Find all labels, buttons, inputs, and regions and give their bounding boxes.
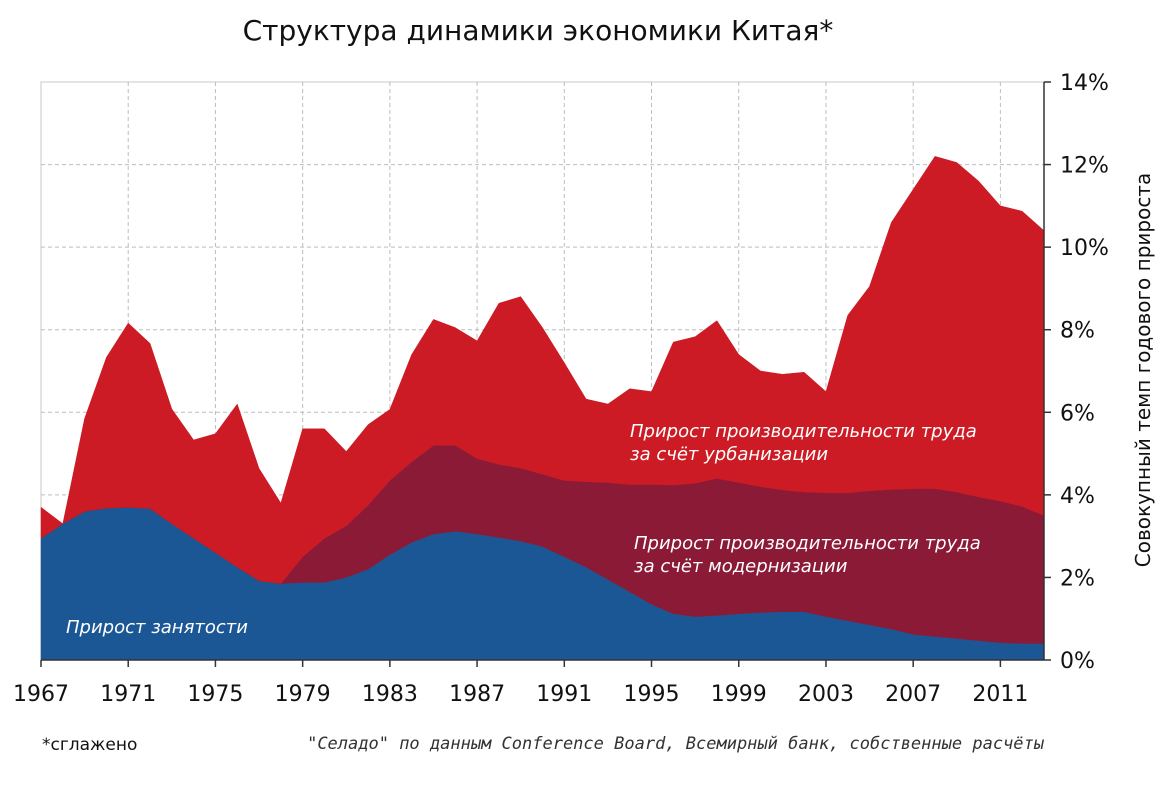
y-tick-label: 8%	[1060, 319, 1095, 344]
annotation-line: Прирост производительности труда	[634, 533, 981, 554]
x-tick-label: 1967	[13, 682, 69, 707]
annotation-line: Прирост занятости	[66, 617, 248, 638]
area-series	[40, 156, 1045, 661]
footnote: *сглажено	[42, 735, 137, 755]
y-tick-label: 10%	[1060, 236, 1109, 261]
annotation-series-2: Прирост производительности труда за счёт …	[634, 533, 981, 577]
annotation-line: Прирост производительности труда	[630, 421, 977, 442]
axes: 1967 1971 1975 1979 1983 1987 1991 1995 1999 2003…	[13, 71, 1109, 707]
annotation-line: за счёт урбанизации	[630, 444, 828, 465]
annotation-series-3: Прирост производительности труда за счёт …	[630, 421, 977, 465]
x-tick-label: 1987	[449, 682, 505, 707]
y-axis-label: Совокупный темп годового прироста	[1131, 173, 1155, 567]
chart-title: Структура динамики экономики Китая*	[243, 14, 834, 47]
y-tick-label: 12%	[1060, 154, 1109, 179]
y-tick-label: 2%	[1060, 566, 1095, 591]
annotation-line: за счёт модернизации	[634, 556, 848, 577]
x-tick-label: 1975	[187, 682, 243, 707]
annotation-series-1: Прирост занятости	[66, 617, 248, 638]
x-tick-label: 1991	[536, 682, 592, 707]
x-tick-label: 1971	[100, 682, 156, 707]
y-tick-label: 0%	[1060, 649, 1095, 674]
y-tick-label: 14%	[1060, 71, 1109, 96]
x-tick-label: 2003	[798, 682, 854, 707]
y-tick-label: 6%	[1060, 401, 1095, 426]
source-note: "Селадо" по данным Conference Board, Все…	[307, 734, 1045, 754]
x-tick-label: 2007	[885, 682, 941, 707]
series-annotations: Прирост занятости Прирост производительно…	[66, 421, 981, 638]
x-tick-label: 1983	[362, 682, 418, 707]
x-tick-label: 1979	[275, 682, 331, 707]
x-tick-label: 1999	[711, 682, 767, 707]
x-tick-label: 2011	[972, 682, 1028, 707]
x-tick-label: 1995	[624, 682, 680, 707]
y-tick-label: 4%	[1060, 484, 1095, 509]
